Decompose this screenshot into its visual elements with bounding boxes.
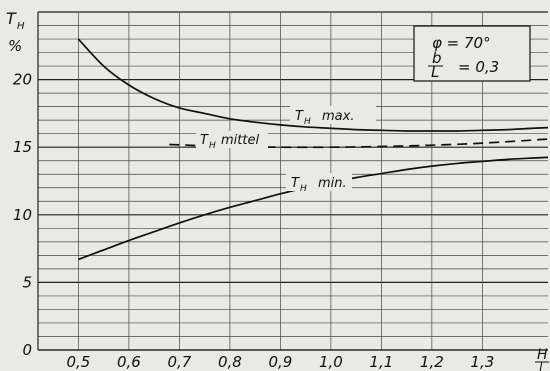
series-label-max-suffix: max. bbox=[322, 109, 354, 124]
ratio-value: = 0,3 bbox=[458, 58, 499, 76]
y-axis-label-sub: H bbox=[17, 21, 25, 32]
y-tick-label: 0 bbox=[22, 341, 32, 359]
series-label-min-suffix: min. bbox=[318, 176, 347, 191]
ratio-numerator: b bbox=[432, 49, 442, 67]
y-axis-label-main: T bbox=[6, 9, 17, 28]
series-label-max-main: T bbox=[295, 109, 304, 124]
y-tick-label: 20 bbox=[13, 71, 32, 89]
ratio-denominator: L bbox=[431, 63, 439, 81]
x-tick-label: 0,5 bbox=[66, 353, 90, 371]
series-label-mittel: T H mittel bbox=[196, 131, 268, 151]
x-tick-label: 1,0 bbox=[319, 353, 343, 371]
x-tick-label: 1,3 bbox=[470, 353, 494, 371]
x-axis-label-numerator: H bbox=[537, 347, 548, 363]
series-line-min bbox=[78, 156, 549, 261]
y-tick-label: 15 bbox=[13, 138, 32, 156]
tick-labels: 0,5 0,6 0,7 0,8 0,9 1,0 1,1 1,2 1,3 0 5 10 15 20 bbox=[13, 71, 494, 371]
x-tick-label: 0,8 bbox=[218, 353, 242, 371]
series-label-max-sub: H bbox=[304, 117, 311, 127]
series-line-mittel bbox=[169, 138, 549, 149]
y-axis-unit: % bbox=[8, 37, 22, 55]
phi-parameter: φ = 70° bbox=[432, 34, 491, 52]
x-tick-label: 0,7 bbox=[167, 353, 191, 371]
x-tick-label: 0,6 bbox=[117, 353, 141, 371]
x-tick-label: 0,9 bbox=[268, 353, 292, 371]
series-label-mittel-main: T bbox=[200, 133, 209, 148]
y-tick-label: 10 bbox=[13, 206, 32, 224]
series-label-min-sub: H bbox=[300, 184, 307, 194]
series-label-mittel-suffix: mittel bbox=[221, 133, 259, 148]
x-axis-label-denominator: l bbox=[539, 361, 543, 371]
series-line-max bbox=[77, 38, 549, 132]
series-label-min-main: T bbox=[291, 176, 300, 191]
y-tick-label: 5 bbox=[22, 273, 32, 291]
series-label-mittel-sub: H bbox=[209, 141, 216, 151]
series-label-min: T H min. bbox=[286, 173, 352, 194]
x-tick-label: 1,1 bbox=[369, 353, 393, 371]
series-label-max: T H max. bbox=[290, 106, 376, 127]
parameter-box: φ = 70° b L = 0,3 bbox=[413, 25, 531, 82]
x-tick-label: 1,2 bbox=[420, 353, 444, 371]
